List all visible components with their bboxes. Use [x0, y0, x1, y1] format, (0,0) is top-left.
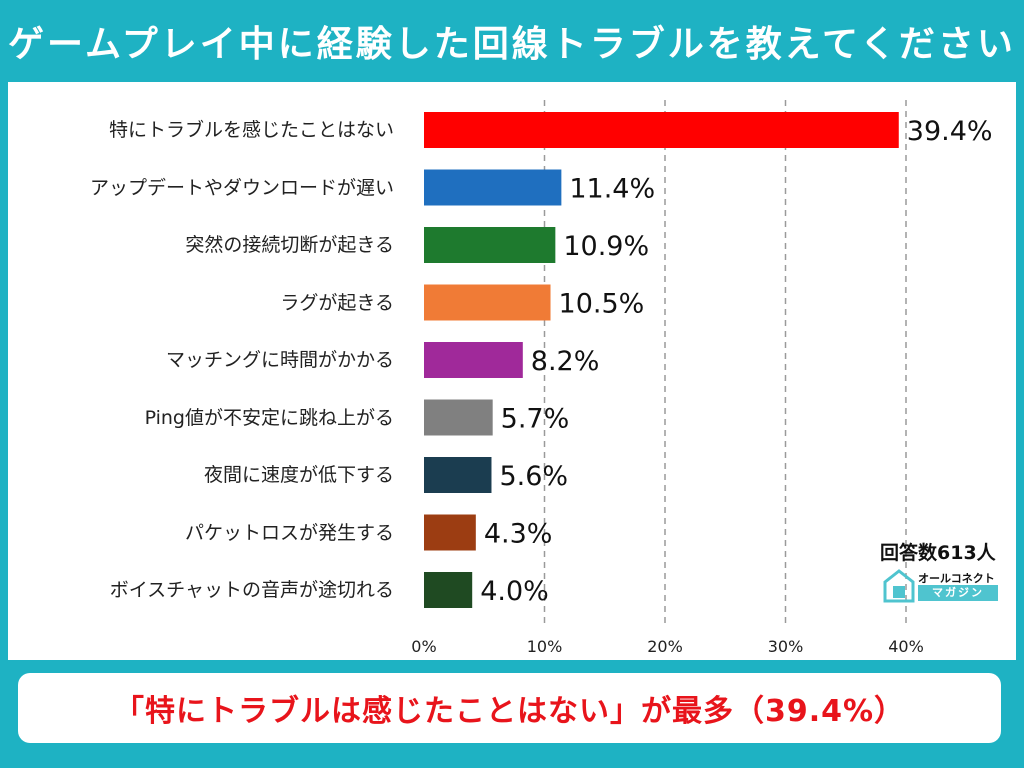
house-icon: [883, 569, 915, 603]
category-label: 突然の接続切断が起きる: [185, 234, 394, 256]
bar-value-label: 8.2%: [531, 346, 600, 377]
x-tick-label: 20%: [647, 637, 683, 656]
x-tick-label: 0%: [411, 637, 436, 656]
category-label: ラグが起きる: [280, 291, 394, 314]
bar-value-label: 10.9%: [563, 231, 649, 262]
bar-value-label: 4.3%: [484, 519, 553, 550]
page-title: ゲームプレイ中に経験した回線トラブルを教えてください: [8, 24, 1016, 65]
bar: [424, 514, 476, 551]
bar: [424, 342, 523, 378]
x-tick-label: 30%: [768, 637, 804, 656]
x-tick-label: 10%: [527, 637, 563, 656]
bar: [424, 399, 493, 436]
bar: [424, 457, 492, 493]
summary-text: 「特にトラブルは感じたことはない」が最多（39.4%）: [113, 694, 906, 729]
brand-logo: オールコネクト マガジン: [882, 568, 1002, 604]
bar: [424, 169, 562, 206]
category-label: Ping値が不安定に跳ね上がる: [144, 406, 394, 429]
summary-box: 「特にトラブルは感じたことはない」が最多（39.4%）: [18, 673, 1001, 743]
bar: [424, 284, 551, 321]
category-label: 夜間に速度が低下する: [203, 464, 394, 486]
x-tick-label: 40%: [888, 637, 924, 656]
respondent-count: 回答数613人: [880, 542, 996, 564]
bar-value-label: 39.4%: [907, 116, 993, 147]
chart-panel: 0% 10% 20% 30% 40% 39.4% 11.4% 10.9% 10.5% 8.2% 5.…: [8, 82, 1016, 660]
category-label: マッチングに時間がかかる: [165, 349, 394, 371]
category-label: 特にトラブルを感じたことはない: [108, 119, 394, 141]
bar-value-label: 10.5%: [559, 289, 645, 320]
logo-text-top: オールコネクト: [918, 572, 995, 585]
category-label: ボイスチャットの音声が途切れる: [109, 579, 394, 601]
bar: [424, 227, 556, 263]
bar-value-label: 5.6%: [499, 461, 568, 492]
category-label: パケットロスが発生する: [184, 521, 394, 544]
category-label: アップデートやダウンロードが遅い: [89, 176, 394, 199]
bar: [424, 112, 899, 148]
bar-value-label: 4.0%: [480, 576, 549, 607]
logo-text-bottom: マガジン: [918, 585, 998, 601]
bar-chart: 0% 10% 20% 30% 40% 39.4% 11.4% 10.9% 10.5% 8.2% 5.…: [411, 100, 993, 656]
bar-value-label: 11.4%: [569, 174, 655, 205]
bar-value-label: 5.7%: [501, 404, 570, 435]
bar: [424, 572, 473, 608]
